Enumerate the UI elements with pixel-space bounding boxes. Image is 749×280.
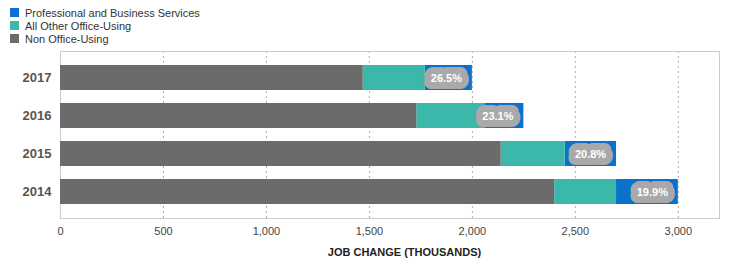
svg-text:3,000: 3,000 (665, 225, 693, 237)
svg-text:500: 500 (154, 225, 172, 237)
html-text:Non Office-Using: Non Office-Using (25, 32, 109, 45)
svg-text:20.8%: 20.8% (575, 148, 606, 160)
html-text:JOB CHANGE (THOUSANDS): JOB CHANGE (THOUSANDS) (327, 246, 482, 258)
svg-text:2016: 2016 (23, 108, 52, 123)
svg-text:1,000: 1,000 (253, 225, 281, 237)
svg-text:26.5%: 26.5% (431, 72, 462, 84)
svg-text:23.1%: 23.1% (482, 110, 513, 122)
svg-text:2,000: 2,000 (459, 225, 487, 237)
html-text:Professional and Business Serv: Professional and Business Services (25, 6, 200, 19)
svg-text:2,500: 2,500 (562, 225, 590, 237)
svg-text:1,500: 1,500 (356, 225, 384, 237)
svg-text:2014: 2014 (23, 184, 53, 199)
svg-text:0: 0 (57, 225, 63, 237)
svg-text:19.9%: 19.9% (637, 186, 668, 198)
html-text:All Other Office-Using: All Other Office-Using (25, 19, 132, 32)
svg-text:2017: 2017 (23, 70, 52, 85)
svg-text:2015: 2015 (23, 146, 52, 161)
